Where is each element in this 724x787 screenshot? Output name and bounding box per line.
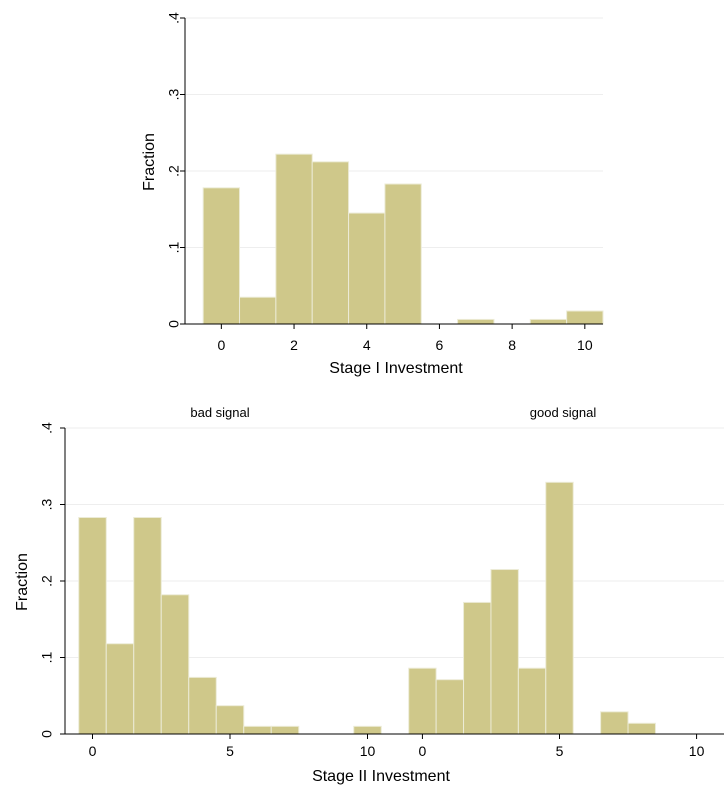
bad-signal-y-tick-label-3: .3 xyxy=(39,498,55,510)
stage-one-y-axis-title: Fraction xyxy=(141,133,158,191)
stage-one-x-tick-label-4: 4 xyxy=(363,337,371,353)
bad-signal-y-tick-label-2: .2 xyxy=(39,575,55,587)
stage-one-x-tick-label-10: 10 xyxy=(577,337,593,353)
bad-signal-bar-3 xyxy=(160,594,190,735)
stage-one-axes xyxy=(180,17,603,329)
stage-two-y-axis-title: Fraction xyxy=(14,553,31,611)
good-signal-bar-3 xyxy=(490,569,519,735)
bad-signal-x-tick-label-10: 10 xyxy=(360,743,376,759)
stage-one-bar-10 xyxy=(566,310,604,325)
stage-one-x-tick-label-8: 8 xyxy=(508,337,516,353)
stage-one-x-axis-title: Stage I Investment xyxy=(329,360,463,377)
bad-signal-bar-4 xyxy=(188,676,217,735)
stage-one-bar-3 xyxy=(311,161,350,325)
stage-one-bar-7 xyxy=(457,318,495,325)
stage-one-x-tick-label-0: 0 xyxy=(217,337,225,353)
stage-one-bar-4 xyxy=(348,212,386,325)
stage-one-bar-2 xyxy=(275,153,313,325)
bad-signal-bar-1 xyxy=(105,643,135,735)
stage-one-bars xyxy=(202,153,604,325)
good-signal-bar-8 xyxy=(627,722,656,735)
bad-signal-bar-2 xyxy=(133,517,162,735)
stage-one-bar-5 xyxy=(384,183,422,325)
bad-signal-bar-6 xyxy=(243,725,272,735)
stage-one-bar-1 xyxy=(239,296,277,325)
stage-one-histogram-panel: 0 2 4 6 8 10 0 .1 .2 .3 .4 Fraction Stage I Invest… xyxy=(141,12,604,377)
good-signal-axes xyxy=(395,733,724,739)
stage-one-x-tick-label-6: 6 xyxy=(436,337,444,353)
bad-signal-y-tick-label-1: .1 xyxy=(39,651,55,663)
good-signal-bar-4 xyxy=(517,667,547,735)
good-signal-bar-7 xyxy=(600,711,629,735)
good-signal-bar-5 xyxy=(545,481,574,735)
stage-one-y-tick-label-4: .4 xyxy=(166,12,182,24)
stage-one-bar-9 xyxy=(529,318,568,325)
stage-one-x-tick-label-2: 2 xyxy=(290,337,298,353)
good-signal-tick-labels: 0 5 10 xyxy=(419,743,705,759)
good-signal-bars xyxy=(408,481,656,735)
good-signal-x-tick-label-10: 10 xyxy=(689,743,705,759)
bad-signal-bar-0 xyxy=(78,517,107,735)
good-signal-bar-1 xyxy=(435,679,465,735)
stage-one-tick-labels: 0 2 4 6 8 10 0 .1 .2 .3 .4 xyxy=(166,12,593,353)
bad-signal-x-tick-label-0: 0 xyxy=(89,743,97,759)
good-signal-histogram-panel: good signal 0 5 10 Stage II Investment xyxy=(312,405,724,785)
bad-signal-x-tick-label-5: 5 xyxy=(226,743,234,759)
bad-signal-gridlines xyxy=(65,427,395,658)
bad-signal-y-tick-label-0: 0 xyxy=(39,730,55,738)
bad-signal-bar-7 xyxy=(270,725,300,735)
stage-one-y-tick-label-0: 0 xyxy=(166,320,182,328)
stage-one-gridlines xyxy=(185,17,603,248)
bad-signal-axes xyxy=(60,427,395,739)
stage-one-bar-0 xyxy=(202,187,241,325)
bad-signal-tick-labels: 0 5 10 0 .1 .2 .3 .4 xyxy=(39,422,376,759)
good-signal-bar-0 xyxy=(408,667,437,735)
stage-two-x-axis-title: Stage II Investment xyxy=(312,768,450,785)
bad-signal-histogram-panel: bad signal 0 5 10 0 .1 .2 .3 .4 Fraction xyxy=(14,405,395,759)
bad-signal-y-tick-label-4: .4 xyxy=(39,422,55,434)
good-signal-x-tick-label-5: 5 xyxy=(556,743,564,759)
good-signal-x-tick-label-0: 0 xyxy=(419,743,427,759)
good-signal-panel-title: good signal xyxy=(530,405,597,420)
good-signal-bar-2 xyxy=(463,601,492,735)
stage-one-y-tick-label-1: .1 xyxy=(166,241,182,253)
bad-signal-bar-5 xyxy=(215,705,245,735)
stage-one-y-tick-label-3: .3 xyxy=(166,88,182,100)
bad-signal-bar-10 xyxy=(353,725,382,735)
stage-one-y-tick-label-2: .2 xyxy=(166,165,182,177)
bad-signal-panel-title: bad signal xyxy=(190,405,249,420)
